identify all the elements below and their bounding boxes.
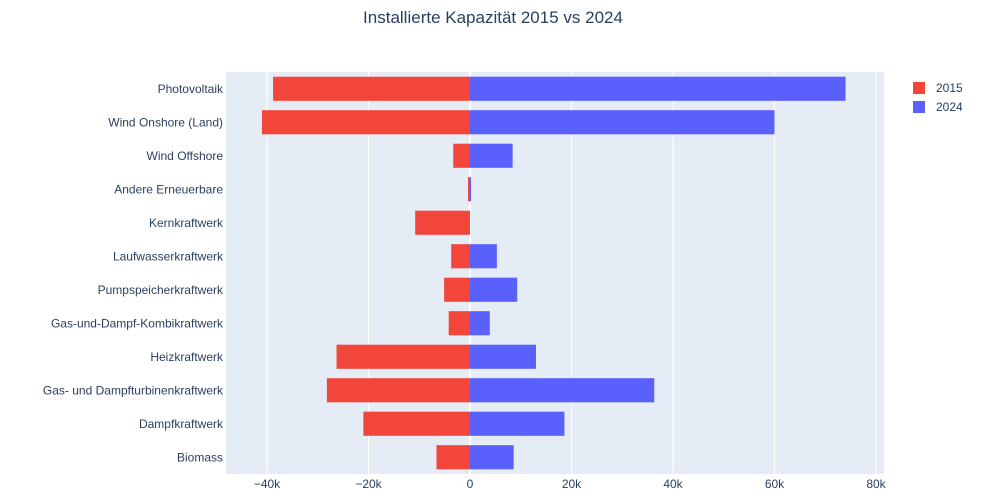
bar-2015-11[interactable] — [436, 445, 470, 470]
bar-2024-3[interactable] — [470, 177, 472, 202]
y-tick-label: Heizkraftwerk — [150, 350, 224, 364]
y-tick-label: Dampfkraftwerk — [139, 417, 224, 431]
bar-2015-1[interactable] — [261, 110, 470, 135]
bar-2024-7[interactable] — [470, 311, 490, 336]
bar-2024-5[interactable] — [470, 244, 497, 269]
x-axis-labels: −40k −20k 0 20k 40k 60k 80k — [254, 477, 887, 491]
bar-2024-11[interactable] — [470, 445, 514, 470]
y-axis-labels: Photovoltaik Wind Onshore (Land) Wind Offs… — [43, 82, 224, 465]
bar-2015-0[interactable] — [273, 76, 470, 101]
bar-2015-5[interactable] — [451, 244, 470, 269]
y-tick-label: Photovoltaik — [158, 82, 224, 96]
bar-2024-1[interactable] — [470, 110, 775, 135]
bar-2024-10[interactable] — [470, 411, 565, 436]
legend[interactable]: 2015 2024 — [913, 81, 963, 114]
x-tick-label: −40k — [254, 477, 281, 491]
legend-swatch-2024[interactable] — [913, 101, 925, 113]
legend-label-2015[interactable]: 2015 — [936, 81, 963, 95]
bar-2015-9[interactable] — [326, 378, 470, 403]
bar-2024-8[interactable] — [470, 344, 536, 369]
bar-2024-6[interactable] — [470, 277, 518, 302]
bar-2015-10[interactable] — [363, 411, 470, 436]
bar-2024-2[interactable] — [470, 143, 513, 168]
legend-swatch-2015[interactable] — [913, 82, 925, 94]
grid-lines — [266, 72, 877, 474]
x-tick-label: 0 — [467, 477, 474, 491]
x-tick-label: 40k — [663, 477, 683, 491]
y-tick-label: Wind Offshore — [147, 149, 224, 163]
bar-2015-2[interactable] — [453, 143, 470, 168]
y-tick-label: Laufwasserkraftwerk — [113, 249, 224, 263]
bar-2015-4[interactable] — [415, 210, 470, 235]
y-tick-label: Kernkraftwerk — [149, 216, 224, 230]
bars — [261, 76, 846, 470]
y-tick-label: Wind Onshore (Land) — [108, 115, 223, 129]
x-tick-label: 80k — [866, 477, 886, 491]
bar-2024-9[interactable] — [470, 378, 655, 403]
chart-title: Installierte Kapazität 2015 vs 2024 — [363, 8, 623, 27]
y-tick-label: Andere Erneuerbare — [114, 182, 223, 196]
legend-label-2024[interactable]: 2024 — [936, 100, 963, 114]
x-tick-label: −20k — [355, 477, 382, 491]
bar-2024-0[interactable] — [470, 76, 846, 101]
x-tick-label: 20k — [562, 477, 582, 491]
bar-2015-3[interactable] — [467, 177, 470, 202]
x-tick-label: 60k — [765, 477, 785, 491]
bar-2015-6[interactable] — [444, 277, 470, 302]
y-tick-label: Pumpspeicherkraftwerk — [98, 283, 224, 297]
bar-2015-7[interactable] — [448, 311, 470, 336]
bar-2015-8[interactable] — [336, 344, 470, 369]
y-tick-label: Gas- und Dampfturbinenkraftwerk — [43, 383, 224, 397]
y-tick-label: Biomass — [177, 450, 223, 464]
y-tick-label: Gas-und-Dampf-Kombikraftwerk — [51, 316, 224, 330]
